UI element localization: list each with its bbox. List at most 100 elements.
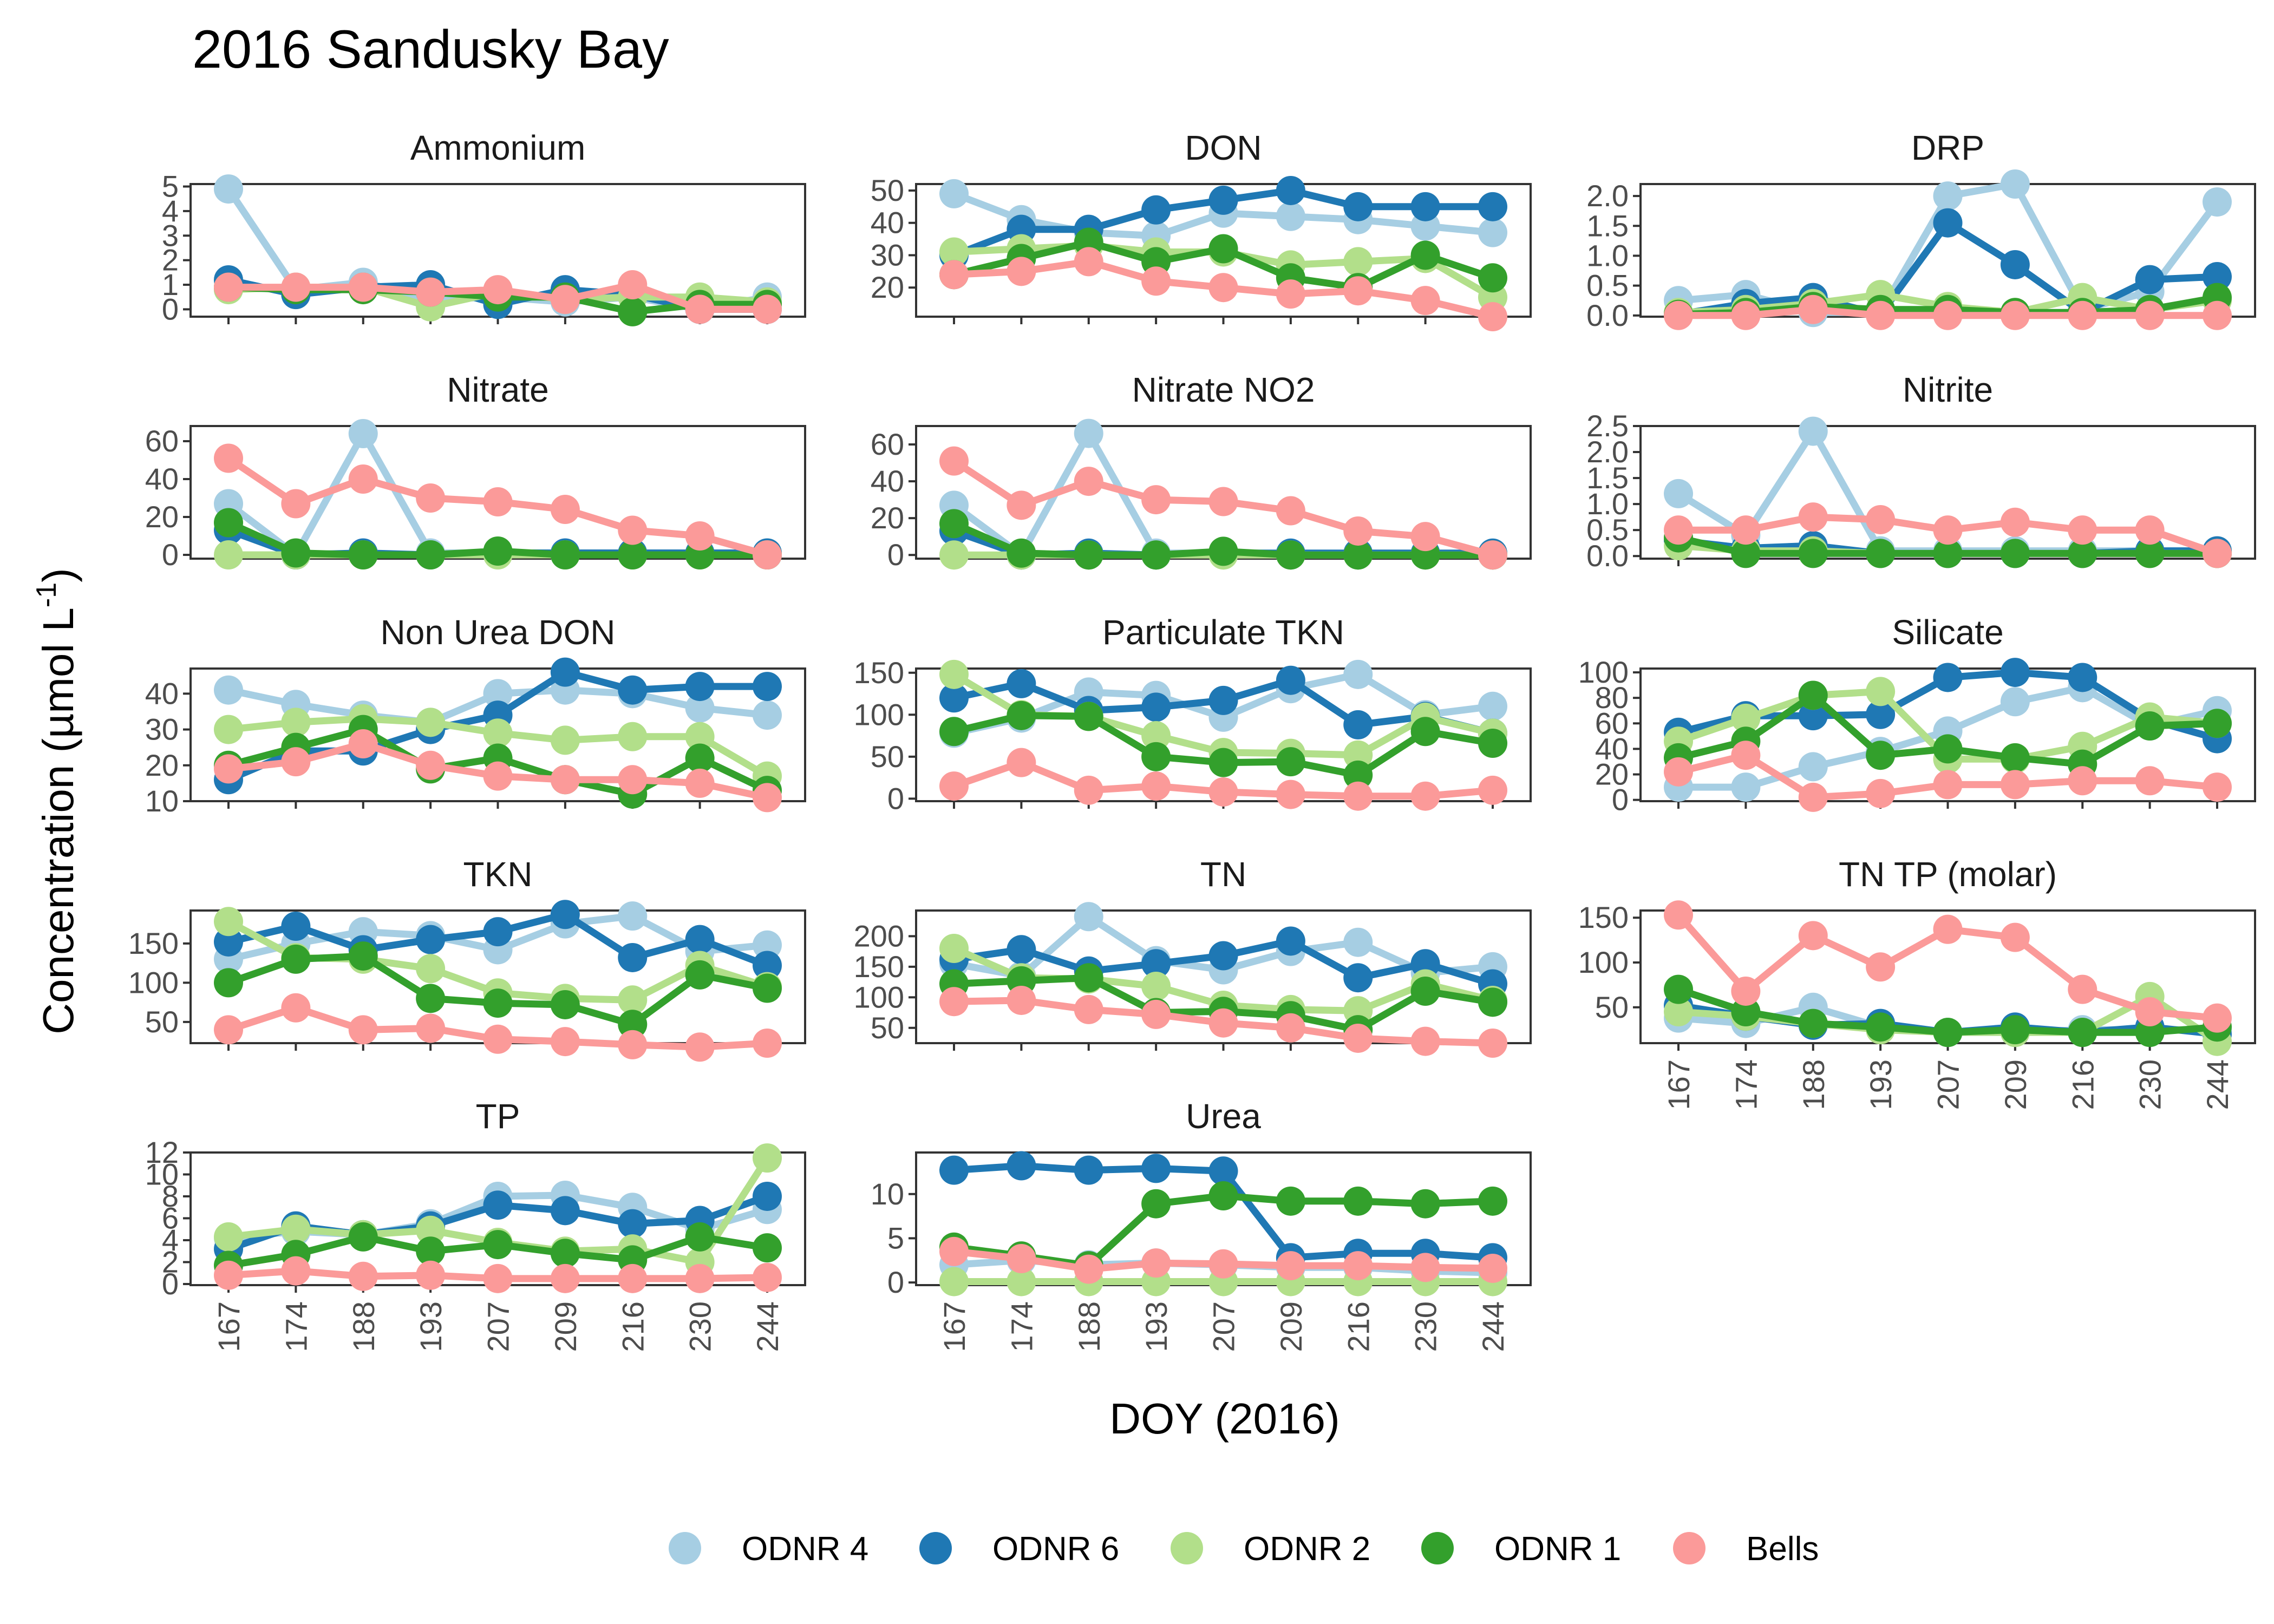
- legend-label-odnr-6: ODNR 6: [992, 1530, 1119, 1568]
- data-point-tp-bells: [483, 1263, 513, 1293]
- y-tick-label-nitrate-no2: 0: [887, 538, 904, 572]
- data-point-tn-bells: [1074, 994, 1103, 1024]
- legend-label-odnr-4: ODNR 4: [742, 1530, 868, 1568]
- data-point-tp-bells: [550, 1263, 580, 1293]
- data-point-tkn-bells: [281, 993, 311, 1023]
- data-point-tkn-odnr-1: [348, 941, 378, 971]
- x-tick-label-urea: 207: [1207, 1301, 1241, 1352]
- data-point-particulate-tkn-bells: [1074, 775, 1103, 805]
- y-tick-label-nitrite: 1.5: [1586, 461, 1629, 495]
- data-point-tn-tp-molar-odnr-1: [1798, 1009, 1828, 1038]
- data-point-don-bells: [1141, 266, 1171, 296]
- y-tick-label-silicate: 20: [1595, 757, 1629, 791]
- data-point-don-odnr-6: [1410, 192, 1440, 221]
- data-point-particulate-tkn-odnr-4: [1343, 659, 1373, 689]
- data-point-tn-tp-molar-bells: [1798, 921, 1828, 951]
- data-point-nitrate-no2-odnr-4: [1074, 418, 1103, 448]
- data-point-tn-tp-molar-odnr-1: [1933, 1018, 1963, 1047]
- data-point-urea-odnr-1: [1208, 1181, 1238, 1211]
- data-point-nitrite-bells: [1664, 515, 1693, 545]
- data-point-tp-odnr-6: [550, 1196, 580, 1226]
- data-point-don-odnr-1: [1410, 240, 1440, 270]
- y-tick-label-non-urea-don: 30: [145, 712, 179, 746]
- data-point-particulate-tkn-bells: [1410, 781, 1440, 811]
- data-point-silicate-bells: [1933, 770, 1963, 800]
- data-point-nitrate-no2-bells: [1007, 490, 1036, 520]
- data-point-nitrate-odnr-1: [281, 538, 311, 568]
- data-point-tn-tp-molar-bells: [2068, 974, 2097, 1004]
- data-point-nitrate-odnr-1: [550, 540, 580, 569]
- data-point-silicate-bells: [1866, 778, 1896, 808]
- data-point-nitrate-no2-bells: [939, 446, 969, 476]
- data-point-non-urea-don-odnr-2: [550, 725, 580, 755]
- data-point-non-urea-don-odnr-2: [416, 708, 446, 737]
- panel-title-ammonium: Ammonium: [410, 128, 586, 167]
- panel-title-tkn: TKN: [463, 855, 533, 894]
- data-point-urea-odnr-1: [1478, 1186, 1507, 1216]
- data-point-non-urea-don-odnr-2: [618, 722, 648, 751]
- figure-title: 2016 Sandusky Bay: [192, 19, 669, 79]
- data-point-silicate-bells: [2203, 772, 2232, 802]
- data-point-nitrate-odnr-1: [416, 540, 446, 569]
- data-point-tn-odnr-6: [1208, 941, 1238, 971]
- y-tick-label-silicate: 80: [1595, 680, 1629, 715]
- data-point-don-bells: [1276, 279, 1305, 309]
- data-point-drp-bells: [2135, 300, 2165, 330]
- data-point-particulate-tkn-odnr-6: [1141, 692, 1171, 722]
- y-tick-label-silicate: 40: [1595, 731, 1629, 765]
- y-tick-label-nitrate-no2: 20: [871, 501, 904, 535]
- legend-item-odnr-6: ODNR 6: [919, 1530, 1119, 1568]
- data-point-tp-odnr-2: [416, 1215, 446, 1245]
- data-point-drp-odnr-6: [2135, 265, 2165, 294]
- panel-particulate-tkn: Particulate TKN 0 50 100 150: [854, 613, 1532, 815]
- data-point-tn-bells: [1343, 1023, 1373, 1053]
- data-point-don-bells: [1343, 276, 1373, 306]
- data-point-tkn-bells: [618, 1030, 648, 1059]
- data-point-urea-odnr-6: [1007, 1151, 1036, 1181]
- data-point-tn-odnr-6: [1343, 963, 1373, 993]
- data-point-urea-odnr-1: [1276, 1186, 1305, 1216]
- data-point-non-urea-don-bells: [348, 729, 378, 759]
- data-point-drp-odnr-4: [2203, 187, 2232, 217]
- y-tick-label-drp: 2.0: [1586, 179, 1629, 213]
- data-point-tn-odnr-4: [1074, 902, 1103, 932]
- data-point-drp-odnr-4: [2000, 169, 2030, 199]
- y-axis-title: Concentration (µmol L-1): [31, 568, 82, 1034]
- data-point-nitrate-no2-odnr-1: [939, 509, 969, 539]
- data-point-don-odnr-4: [1478, 218, 1507, 247]
- data-point-tn-tp-molar-odnr-1: [1731, 997, 1761, 1027]
- data-point-urea-bells: [1343, 1251, 1373, 1281]
- data-point-particulate-tkn-odnr-1: [1141, 742, 1171, 771]
- data-point-don-odnr-6: [1478, 192, 1507, 221]
- y-tick-label-nitrite: 1.0: [1586, 487, 1629, 521]
- data-point-nitrate-bells: [416, 483, 446, 513]
- data-point-tkn-odnr-1: [281, 944, 311, 974]
- legend-item-bells: Bells: [1673, 1530, 1819, 1568]
- data-point-nitrate-odnr-1: [483, 536, 513, 566]
- data-point-nitrite-odnr-1: [1866, 539, 1896, 568]
- data-point-urea-odnr-1: [1343, 1186, 1373, 1216]
- x-tick-label-tn-tp-molar: 174: [1729, 1059, 1763, 1110]
- y-tick-label-drp: 1.0: [1586, 238, 1629, 272]
- data-point-tkn-odnr-6: [618, 942, 648, 972]
- data-point-ammonium-odnr-4: [214, 174, 243, 204]
- panel-nitrite: Nitrite 0.00.51.01.52.02.5: [1586, 370, 2256, 573]
- data-point-particulate-tkn-odnr-6: [1276, 665, 1305, 695]
- legend-swatch-odnr-2: [1171, 1532, 1203, 1564]
- data-point-tp-odnr-2: [214, 1222, 243, 1252]
- data-point-tp-odnr-1: [483, 1230, 513, 1260]
- data-point-tn-odnr-6: [1276, 926, 1305, 956]
- data-point-drp-odnr-6: [2000, 250, 2030, 279]
- data-point-drp-bells: [1866, 300, 1896, 330]
- data-point-particulate-tkn-bells: [1007, 748, 1036, 777]
- data-point-silicate-odnr-1: [2203, 709, 2232, 738]
- data-point-particulate-tkn-odnr-2: [1343, 740, 1373, 770]
- y-tick-label-tp: 10: [145, 1157, 179, 1191]
- data-point-non-urea-don-odnr-6: [685, 672, 715, 702]
- legend-item-odnr-1: ODNR 1: [1421, 1530, 1621, 1568]
- data-point-tkn-odnr-1: [618, 1010, 648, 1039]
- panel-tn-tp-molar: TN TP (molar) 50 100 150 167 174 188 193 207 209 2…: [1578, 855, 2256, 1110]
- y-tick-label-tn: 200: [854, 919, 904, 953]
